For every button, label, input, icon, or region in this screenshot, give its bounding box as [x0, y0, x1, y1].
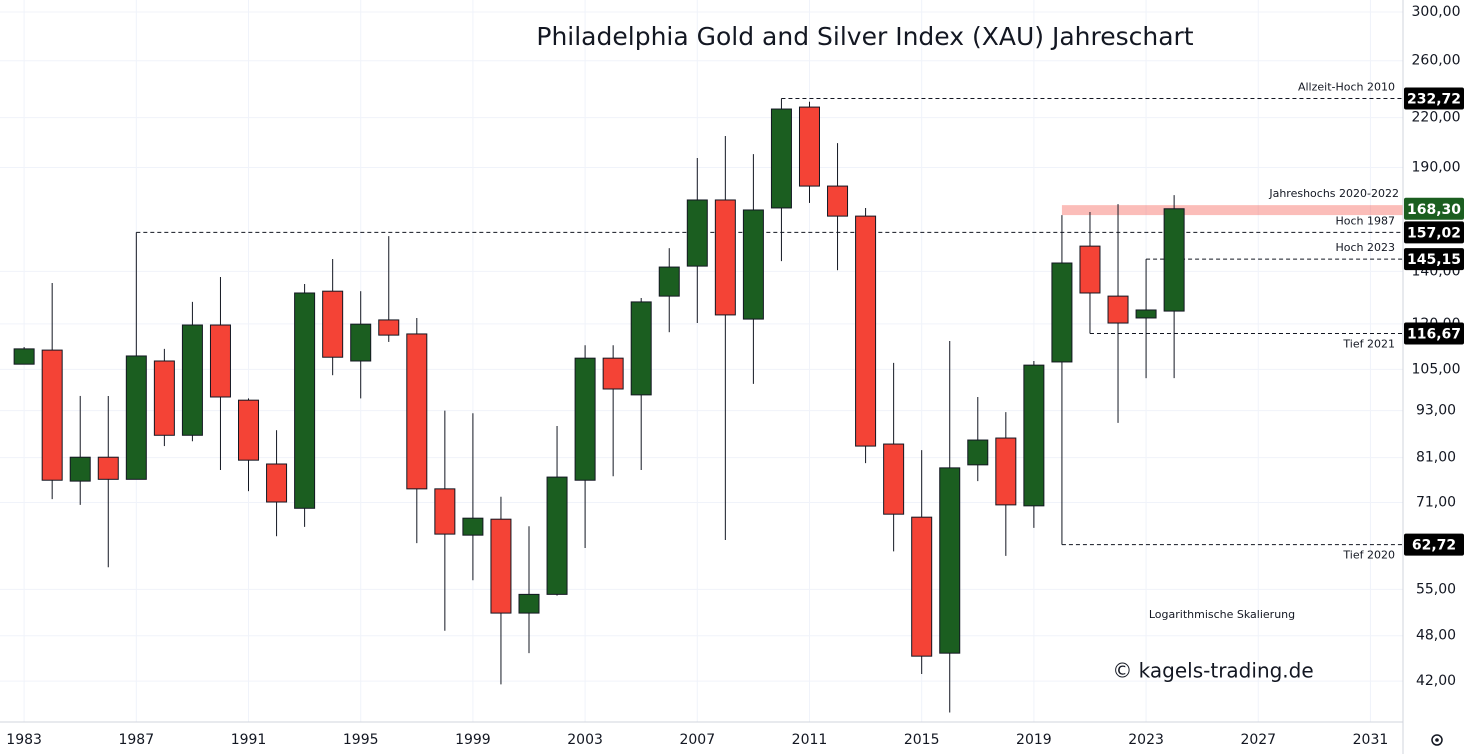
settings-center[interactable]: [1435, 738, 1439, 742]
settings-gear[interactable]: [1431, 734, 1443, 746]
copyright: © kagels-trading.de: [1112, 659, 1313, 683]
candle-body: [967, 439, 989, 466]
candle-body: [462, 517, 484, 536]
scale-note: Logarithmische Skalierung: [1149, 608, 1295, 621]
y-tick-label: 190,00: [1412, 159, 1461, 175]
band-label: Jahreshochs 2020-2022: [1268, 187, 1399, 200]
candle-body: [13, 348, 35, 365]
candle-body: [686, 199, 708, 267]
candle-body: [125, 355, 147, 480]
y-tick-label: 300,00: [1412, 4, 1461, 20]
plot: Jahreshochs 2020-2022 Allzeit-Hoch 2010 Ho…: [13, 80, 1403, 713]
candle-body: [294, 292, 316, 509]
y-tick-label: 105,00: [1412, 361, 1461, 377]
candle-body: [41, 349, 63, 481]
candle-body: [883, 443, 905, 515]
price-box-label: 157,02: [1407, 225, 1461, 241]
candle-body: [995, 437, 1017, 506]
chart-title: Philadelphia Gold and Silver Index (XAU)…: [536, 22, 1193, 51]
candle-body: [406, 333, 428, 490]
candle-body: [770, 108, 792, 209]
settings-icon[interactable]: [1431, 734, 1443, 746]
level-label: Hoch 2023: [1335, 241, 1395, 254]
level-label: Tief 2020: [1342, 549, 1395, 562]
price-box-label: 232,72: [1407, 91, 1461, 107]
y-tick-label: 55,00: [1416, 581, 1456, 597]
price-box: [1404, 248, 1464, 271]
candle-body: [939, 467, 961, 654]
price-box-label: 116,67: [1407, 326, 1461, 342]
candle-body: [855, 215, 877, 447]
candle-body: [1107, 295, 1129, 324]
x-tick-label: 2019: [1016, 732, 1052, 748]
x-tick-label: 2007: [679, 732, 715, 748]
candle-body: [798, 106, 820, 187]
price-box: [1404, 221, 1464, 244]
last-price-label: 168,30: [1407, 202, 1461, 218]
x-tick-label: 1999: [455, 732, 491, 748]
candle-body: [181, 324, 203, 436]
candle-body: [378, 319, 400, 336]
candle-body: [630, 301, 652, 396]
candle-body: [322, 290, 344, 358]
y-tick-label: 81,00: [1416, 450, 1456, 466]
candle-body: [546, 476, 568, 595]
candle-body: [153, 360, 175, 436]
price-box-label: 62,72: [1412, 538, 1456, 554]
candle-body: [350, 323, 372, 362]
y-tick-label: 42,00: [1416, 673, 1456, 689]
candle-body: [574, 357, 596, 481]
candle-body: [69, 456, 91, 482]
candle-body: [1051, 262, 1073, 363]
candle-body: [827, 185, 849, 217]
level-label: Allzeit-Hoch 2010: [1298, 80, 1395, 93]
price-box: [1404, 322, 1464, 345]
candle-body: [518, 593, 540, 614]
candle-body: [97, 456, 119, 480]
y-tick-label: 260,00: [1412, 53, 1461, 69]
candle-body: [742, 209, 764, 320]
candle-body: [1163, 208, 1185, 312]
price-box-label: 145,15: [1407, 252, 1461, 268]
y-tick-label: 48,00: [1416, 628, 1456, 644]
level-label: Hoch 1987: [1335, 214, 1395, 227]
y-tick-label: 220,00: [1412, 110, 1461, 126]
candle-body: [490, 518, 512, 614]
candle-body: [238, 399, 260, 461]
candle-body: [1079, 245, 1101, 294]
x-tick-label: 2003: [567, 732, 603, 748]
axes: 300,00260,00220,00190,00140,00120,00105,…: [6, 4, 1464, 748]
candle-body: [658, 266, 680, 297]
last-price-box: [1404, 197, 1464, 220]
candle-body: [434, 488, 456, 535]
candle-body: [1023, 364, 1045, 507]
candle-body: [714, 199, 736, 316]
candle-body: [266, 463, 288, 503]
y-tick-label: 93,00: [1416, 403, 1456, 419]
candle-body: [602, 357, 624, 390]
x-tick-label: 1987: [118, 732, 154, 748]
x-tick-label: 1995: [343, 732, 379, 748]
x-tick-label: 2015: [904, 732, 940, 748]
x-tick-label: 2031: [1353, 732, 1389, 748]
price-box: [1404, 87, 1464, 110]
x-tick-label: 1983: [6, 732, 42, 748]
x-tick-label: 2011: [792, 732, 828, 748]
x-tick-label: 1991: [231, 732, 267, 748]
candle-body: [911, 516, 933, 657]
price-box: [1404, 533, 1464, 556]
y-tick-label: 71,00: [1416, 494, 1456, 510]
x-tick-label: 2027: [1240, 732, 1276, 748]
candle-body: [1135, 309, 1157, 319]
x-tick-label: 2023: [1128, 732, 1164, 748]
resistance-band: [1061, 205, 1403, 216]
candle-body: [209, 324, 231, 398]
level-label: Tief 2021: [1342, 337, 1395, 350]
